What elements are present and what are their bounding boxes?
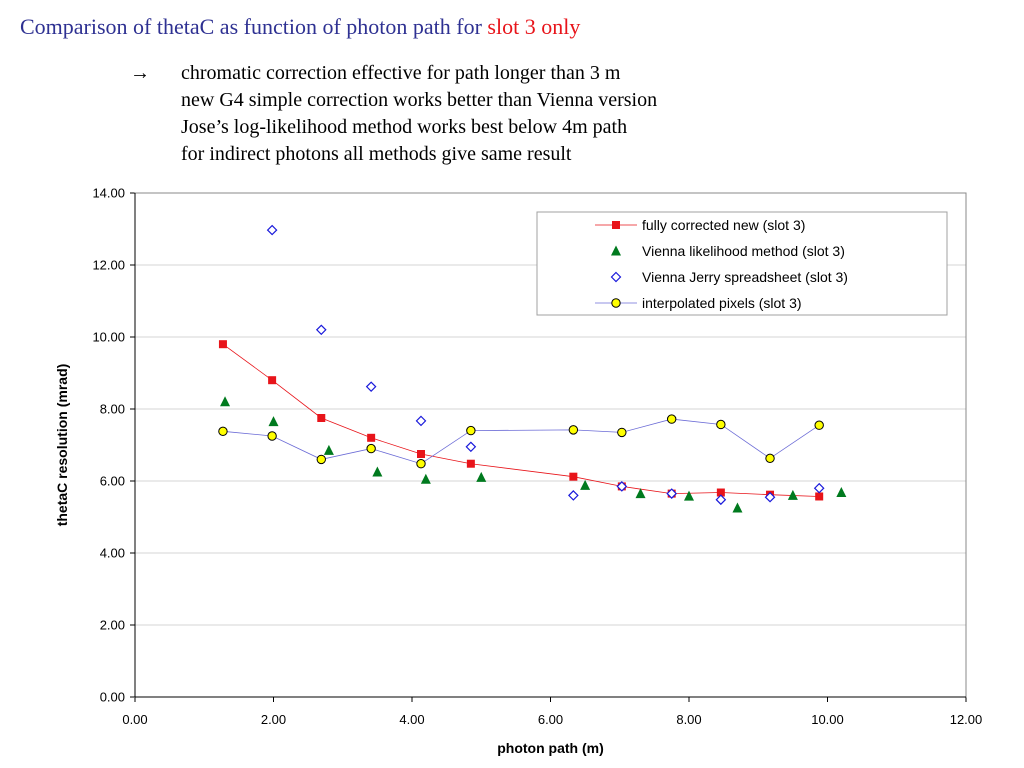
notes-block: → chromatic correction effective for pat… — [130, 60, 657, 168]
series-3-point — [666, 488, 678, 499]
series-2-point — [476, 471, 487, 482]
data-markers — [218, 224, 847, 513]
x-axis-title: photon path (m) — [497, 740, 604, 756]
series-4-point — [466, 425, 476, 436]
series-1-point — [716, 488, 725, 497]
note-line: new G4 simple correction works better th… — [181, 89, 658, 111]
axes: 0.00 2.00 4.00 6.00 8.00 10.00 12.00 14.00 0.00 2… — [92, 186, 982, 728]
x-tick-label: 4.00 — [399, 712, 424, 727]
series-4-point — [814, 420, 824, 430]
series-lines — [222, 343, 820, 497]
series-3-point — [616, 481, 628, 492]
series-2-point — [323, 444, 334, 455]
y-tick-label: 6.00 — [100, 474, 125, 489]
arrow-icon: → — [130, 62, 150, 84]
legend-series-2-marker — [611, 245, 621, 256]
x-tick-label: 10.00 — [811, 712, 844, 727]
series-3-point — [415, 415, 427, 427]
y-tick-label: 12.00 — [92, 258, 125, 273]
series-1-point — [367, 433, 376, 442]
series-2-point — [684, 490, 694, 501]
series-4-point — [666, 414, 677, 424]
series-1-line — [222, 343, 820, 497]
series-4-point — [716, 419, 726, 430]
slide-title-highlight: slot 3 only — [487, 14, 581, 39]
series-2-point — [268, 416, 279, 427]
x-tick-label: 2.00 — [261, 712, 286, 727]
series-1-point — [815, 492, 824, 501]
series-2-point — [732, 502, 743, 513]
series-3-point — [715, 494, 727, 506]
series-1-point — [466, 459, 475, 468]
notes-lines: chromatic correction effective for path … — [181, 60, 657, 168]
x-tick-label: 8.00 — [676, 712, 701, 727]
series-2-point — [420, 473, 431, 484]
note-line: for indirect photons all methods give sa… — [181, 143, 572, 165]
series-2-point — [220, 396, 231, 407]
series-3-point — [266, 224, 278, 236]
legend-box — [536, 211, 948, 316]
series-3-point — [764, 491, 776, 503]
legend: fully corrected new (slot 3) Vienna likel… — [536, 211, 948, 316]
legend-series-2-label: Vienna likelihood method (slot 3) — [642, 243, 845, 259]
series-1-point — [218, 340, 227, 349]
y-tick-label: 4.00 — [100, 546, 125, 561]
y-tick-label: 8.00 — [100, 402, 125, 417]
series-4-point — [218, 426, 228, 437]
x-tick-label: 6.00 — [538, 712, 563, 727]
note-line: chromatic correction effective for path … — [181, 62, 621, 84]
series-4-point — [366, 443, 376, 454]
y-tick-label: 14.00 — [92, 186, 125, 201]
series-4-point — [416, 459, 426, 469]
series-4-line — [222, 418, 820, 465]
series-2-point — [635, 488, 646, 499]
series-4-point — [617, 427, 627, 438]
series-2-point — [836, 487, 847, 498]
note-line: Jose’s log-likelihood method works best … — [181, 116, 628, 138]
slide-title-main: Comparison of thetaC as function of phot… — [20, 14, 488, 39]
y-tick-label: 10.00 — [92, 330, 125, 345]
slide-title: Comparison of thetaC as function of phot… — [20, 14, 580, 40]
series-4-point — [267, 431, 277, 441]
y-axis-title: thetaC resolution (mrad) — [54, 364, 70, 527]
series-1-point — [268, 376, 277, 385]
series-4-point — [568, 425, 579, 435]
legend-series-1-label: fully corrected new (slot 3) — [642, 217, 805, 233]
series-2-point — [580, 479, 591, 490]
series-2-point — [787, 489, 798, 500]
y-tick-label: 0.00 — [100, 690, 125, 705]
series-4-point — [765, 453, 775, 464]
series-1-point — [317, 414, 326, 422]
series-4-point — [316, 454, 326, 465]
series-3-point — [813, 482, 825, 494]
legend-series-4-marker — [611, 298, 621, 308]
series-3-point — [315, 324, 327, 336]
series-1-point — [569, 472, 578, 481]
series-3-point — [568, 490, 579, 501]
legend-series-4-label: interpolated pixels (slot 3) — [642, 295, 802, 311]
series-1-point — [417, 450, 426, 458]
series-2-point — [372, 466, 383, 477]
legend-series-3-label: Vienna Jerry spreadsheet (slot 3) — [642, 269, 848, 285]
legend-series-1-marker — [612, 221, 620, 229]
legend-series-3-marker — [610, 271, 622, 283]
series-3-point — [365, 381, 377, 393]
y-tick-label: 2.00 — [100, 618, 125, 633]
series-3-point — [465, 441, 477, 453]
x-tick-label: 0.00 — [122, 712, 147, 727]
x-tick-label: 12.00 — [950, 712, 983, 727]
